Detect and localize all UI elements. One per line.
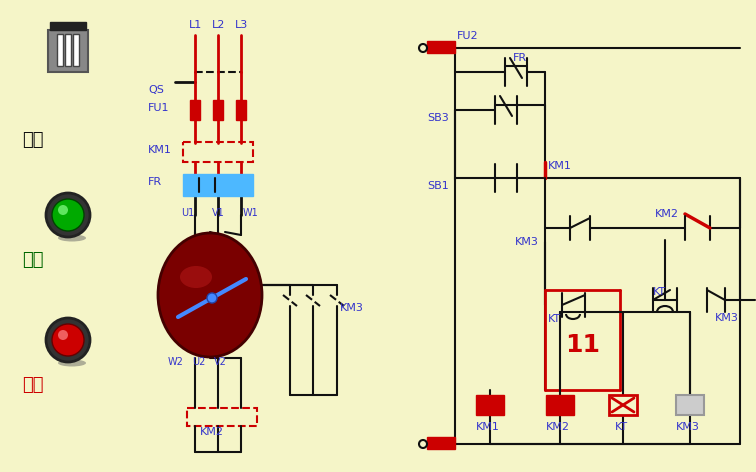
Text: SB1: SB1: [427, 181, 449, 191]
Circle shape: [419, 44, 427, 52]
Text: L3: L3: [235, 20, 248, 30]
Bar: [50, 22, 86, 30]
Ellipse shape: [158, 233, 262, 357]
Text: FR: FR: [148, 177, 162, 187]
Text: L2: L2: [212, 20, 225, 30]
Text: V2: V2: [214, 357, 227, 367]
Text: 11: 11: [565, 333, 600, 357]
Circle shape: [46, 318, 90, 362]
Text: KT: KT: [615, 422, 628, 432]
Bar: [48, 30, 88, 72]
Bar: [609, 395, 637, 415]
Bar: [57, 34, 63, 66]
Text: 停止: 停止: [22, 376, 44, 394]
Ellipse shape: [180, 266, 212, 288]
Text: 启动: 启动: [22, 251, 44, 269]
Bar: [427, 41, 455, 53]
Bar: [546, 395, 574, 415]
Text: U2: U2: [192, 357, 206, 367]
Text: KM2: KM2: [200, 427, 224, 437]
Text: FU2: FU2: [457, 31, 479, 41]
Bar: [676, 395, 704, 415]
Circle shape: [207, 293, 217, 303]
Text: W1: W1: [243, 208, 259, 218]
Text: KM3: KM3: [715, 313, 739, 323]
Text: 电源: 电源: [22, 131, 44, 149]
Text: QS: QS: [148, 85, 164, 95]
Text: U1: U1: [181, 208, 194, 218]
Ellipse shape: [58, 235, 86, 242]
Text: KT: KT: [653, 287, 666, 297]
Text: KM2: KM2: [655, 209, 679, 219]
Circle shape: [419, 440, 427, 448]
Bar: [187, 408, 257, 426]
Text: KM1: KM1: [148, 145, 172, 155]
Bar: [213, 100, 223, 120]
Bar: [183, 174, 253, 196]
Text: KT: KT: [548, 314, 561, 324]
Bar: [65, 34, 71, 66]
Bar: [476, 395, 504, 415]
Text: FU1: FU1: [148, 103, 169, 113]
Circle shape: [46, 193, 90, 237]
Bar: [236, 100, 246, 120]
Circle shape: [52, 324, 84, 356]
Text: KM3: KM3: [515, 237, 539, 247]
Text: KM3: KM3: [340, 303, 364, 313]
Bar: [427, 437, 455, 449]
Ellipse shape: [58, 360, 86, 366]
Text: KM3: KM3: [676, 422, 700, 432]
Text: SB3: SB3: [427, 113, 449, 123]
Text: L1: L1: [189, 20, 203, 30]
Bar: [183, 142, 253, 162]
Text: KM1: KM1: [476, 422, 500, 432]
Text: FR: FR: [513, 53, 527, 63]
Circle shape: [52, 199, 84, 231]
Text: KM1: KM1: [548, 161, 572, 171]
Text: KM2: KM2: [546, 422, 570, 432]
Text: W2: W2: [168, 357, 184, 367]
Circle shape: [58, 330, 68, 340]
Circle shape: [58, 205, 68, 215]
Bar: [190, 100, 200, 120]
Bar: [73, 34, 79, 66]
Text: V1: V1: [212, 208, 225, 218]
